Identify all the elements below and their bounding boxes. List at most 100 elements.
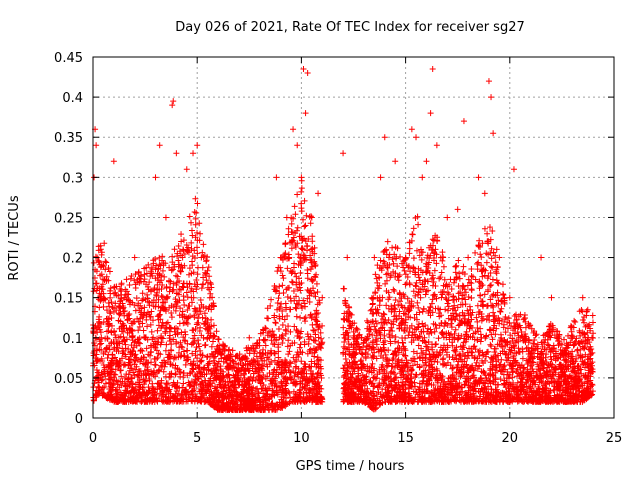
data-point — [313, 374, 320, 381]
data-point — [468, 273, 475, 280]
data-point — [254, 339, 261, 346]
data-point — [277, 304, 284, 311]
data-point — [102, 335, 109, 342]
data-point — [103, 345, 110, 352]
data-point — [156, 271, 163, 278]
data-point — [292, 304, 299, 311]
data-point — [261, 337, 268, 344]
data-point — [211, 354, 218, 361]
data-point — [203, 305, 210, 312]
data-point — [158, 293, 165, 300]
data-point — [164, 359, 171, 366]
data-point — [268, 337, 275, 344]
data-point — [136, 335, 143, 342]
data-point — [304, 331, 311, 338]
data-point — [291, 358, 298, 365]
data-point — [102, 266, 109, 273]
data-point — [99, 286, 106, 293]
data-point — [164, 380, 171, 387]
data-point — [162, 373, 169, 380]
data-point — [200, 274, 207, 281]
data-point — [198, 301, 205, 308]
data-point — [160, 387, 167, 394]
data-point — [155, 265, 162, 272]
data-point — [253, 353, 260, 360]
data-point — [279, 321, 286, 328]
data-point — [435, 335, 442, 342]
data-point — [286, 348, 293, 355]
data-point — [200, 241, 207, 248]
data-point — [210, 322, 217, 329]
data-point — [308, 313, 315, 320]
data-point — [194, 244, 201, 251]
data-point — [403, 280, 410, 287]
data-point — [368, 295, 375, 302]
data-point — [228, 383, 235, 390]
data-point — [119, 345, 126, 352]
data-point — [243, 347, 250, 354]
data-point — [125, 345, 132, 352]
data-point — [200, 281, 207, 288]
data-point — [95, 370, 102, 377]
data-point — [174, 299, 181, 306]
data-point — [256, 350, 263, 357]
data-point — [109, 382, 116, 389]
data-point — [275, 264, 282, 271]
data-point — [194, 319, 201, 326]
data-point — [151, 355, 158, 362]
data-point — [132, 307, 139, 314]
data-point — [270, 341, 277, 348]
data-point — [181, 313, 188, 320]
data-point — [310, 327, 317, 334]
data-point — [210, 365, 217, 372]
data-point — [318, 340, 325, 347]
data-point — [131, 358, 138, 365]
data-point — [114, 358, 121, 365]
data-point — [153, 262, 160, 269]
data-point — [260, 346, 267, 353]
data-point — [146, 387, 153, 394]
data-point — [318, 385, 325, 392]
data-point — [169, 382, 176, 389]
data-point — [91, 340, 98, 347]
data-point — [189, 394, 196, 401]
data-point — [205, 306, 212, 313]
data-point — [296, 344, 303, 351]
data-point — [194, 271, 201, 278]
data-point — [152, 275, 159, 282]
data-point — [581, 319, 588, 326]
data-point — [258, 386, 265, 393]
data-point — [193, 321, 200, 328]
data-point — [140, 312, 147, 319]
data-point — [291, 203, 298, 210]
data-point — [207, 330, 214, 337]
data-point — [179, 392, 186, 399]
data-point — [101, 240, 108, 247]
data-point — [312, 293, 319, 300]
data-point — [273, 336, 280, 343]
data-point — [315, 369, 322, 376]
data-point — [233, 385, 240, 392]
data-point — [490, 309, 497, 316]
data-point — [160, 368, 167, 375]
data-point — [307, 333, 314, 340]
data-point — [168, 347, 175, 354]
data-point — [181, 337, 188, 344]
data-point — [314, 301, 321, 308]
data-point — [148, 308, 155, 315]
data-point — [171, 394, 178, 401]
data-point — [165, 398, 172, 405]
data-point — [166, 288, 173, 295]
data-point — [186, 213, 193, 220]
data-point — [311, 260, 318, 267]
data-point — [143, 316, 150, 323]
data-point — [111, 371, 118, 378]
data-point — [139, 320, 146, 327]
data-point — [180, 320, 187, 327]
data-point — [144, 309, 151, 316]
data-point — [145, 384, 152, 391]
data-point — [287, 394, 294, 401]
data-point — [140, 354, 147, 361]
data-point — [309, 263, 316, 270]
data-point — [449, 365, 456, 372]
